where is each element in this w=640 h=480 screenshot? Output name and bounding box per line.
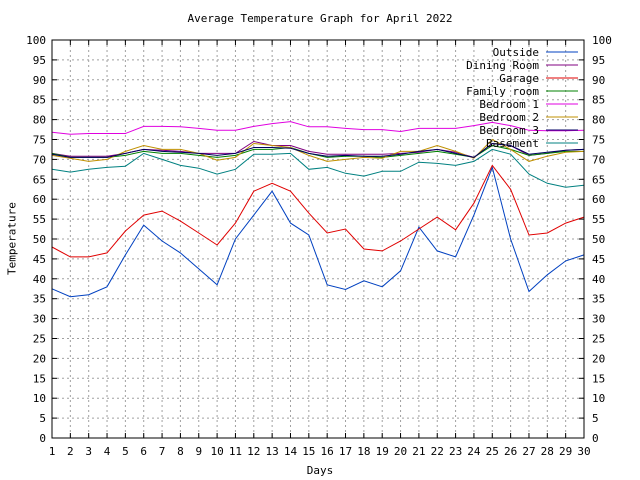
x-tick-label: 16 [321,445,334,458]
legend-label-bedroom-2: Bedroom 2 [479,111,539,124]
x-tick-label: 20 [394,445,407,458]
y-tick-label: 0 [39,432,46,445]
y-tick-label: 10 [33,392,46,405]
legend-label-basement: Basement [486,137,539,150]
y-tick-label: 65 [33,173,46,186]
x-tick-label: 6 [140,445,147,458]
y-tick-label-right: 70 [592,153,605,166]
x-tick-label: 10 [210,445,223,458]
legend-label-garage: Garage [499,72,539,85]
chart-title: Average Temperature Graph for April 2022 [187,12,453,25]
y-tick-label-right: 45 [592,253,605,266]
series-line-garage [51,164,585,258]
x-tick-label: 17 [339,445,352,458]
x-tick-label: 13 [266,445,279,458]
series-line-bedroom-2 [51,138,585,162]
x-tick-label: 15 [302,445,315,458]
series-line-basement [51,148,585,188]
y-tick-label: 60 [33,193,46,206]
series-lines [51,121,585,298]
y-tick-label-right: 5 [592,412,599,425]
series-line-bedroom-3 [51,142,585,158]
x-tick-label: 24 [467,445,481,458]
x-tick-label: 30 [577,445,590,458]
y-tick-label-right: 10 [592,392,605,405]
grid [52,40,584,438]
x-tick-label: 5 [122,445,129,458]
y-tick-label: 50 [33,233,46,246]
legend-label-outside: Outside [493,46,539,59]
x-tick-label: 21 [412,445,425,458]
y-tick-label-right: 85 [592,94,605,107]
y-tick-label-right: 95 [592,54,605,67]
y-tick-label-right: 90 [592,74,605,87]
x-tick-label: 27 [522,445,535,458]
x-tick-label: 3 [85,445,92,458]
y-tick-label-right: 80 [592,114,605,127]
legend-label-bedroom-3: Bedroom 3 [479,124,539,137]
y-tick-label-right: 65 [592,173,605,186]
x-tick-label: 14 [284,445,298,458]
y-tick-label: 40 [33,273,46,286]
x-tick-label: 23 [449,445,462,458]
y-tick-label: 25 [33,333,46,346]
x-tick-label: 9 [195,445,202,458]
x-tick-label: 26 [504,445,517,458]
y-tick-label-right: 0 [592,432,599,445]
x-tick-label: 11 [229,445,242,458]
y-tick-label-right: 35 [592,293,605,306]
x-tick-label: 7 [159,445,166,458]
y-tick-label-right: 100 [592,34,612,47]
x-tick-label: 2 [67,445,74,458]
x-tick-label: 1 [49,445,56,458]
y-tick-label: 85 [33,94,46,107]
y-tick-label: 75 [33,134,46,147]
y-tick-label-right: 75 [592,134,605,147]
series-line-bedroom-1 [51,121,585,135]
y-tick-label: 80 [33,114,46,127]
y-tick-label-right: 60 [592,193,605,206]
y-tick-label-right: 20 [592,352,605,365]
x-tick-label: 25 [486,445,499,458]
y-tick-label: 95 [33,54,46,67]
y-tick-label: 70 [33,153,46,166]
legend-label-family-room: Family room [466,85,539,98]
x-tick-label: 18 [357,445,370,458]
y-tick-label-right: 55 [592,213,605,226]
x-tick-label: 22 [431,445,444,458]
x-tick-label: 29 [559,445,572,458]
x-tick-label: 19 [376,445,389,458]
y-tick-label: 45 [33,253,46,266]
y-tick-label: 55 [33,213,46,226]
legend-label-bedroom-1: Bedroom 1 [479,98,539,111]
x-tick-label: 8 [177,445,184,458]
y-tick-label: 15 [33,372,46,385]
y-tick-label-right: 30 [592,313,605,326]
y-tick-label: 100 [26,34,46,47]
series-line-outside [51,165,585,298]
y-tick-label: 5 [39,412,46,425]
y-tick-label: 20 [33,352,46,365]
y-tick-label-right: 50 [592,233,605,246]
y-tick-label: 30 [33,313,46,326]
y-tick-label-right: 25 [592,333,605,346]
y-tick-label: 90 [33,74,46,87]
y-tick-label: 35 [33,293,46,306]
x-axis-label: Days [306,464,334,477]
x-tick-label: 4 [104,445,111,458]
y-tick-label-right: 40 [592,273,605,286]
y-tick-label-right: 15 [592,372,605,385]
x-tick-label: 28 [541,445,554,458]
series-line-family-room [51,144,584,158]
legend-label-dining-room: Dining Room [466,59,539,72]
x-tick-label: 12 [247,445,260,458]
